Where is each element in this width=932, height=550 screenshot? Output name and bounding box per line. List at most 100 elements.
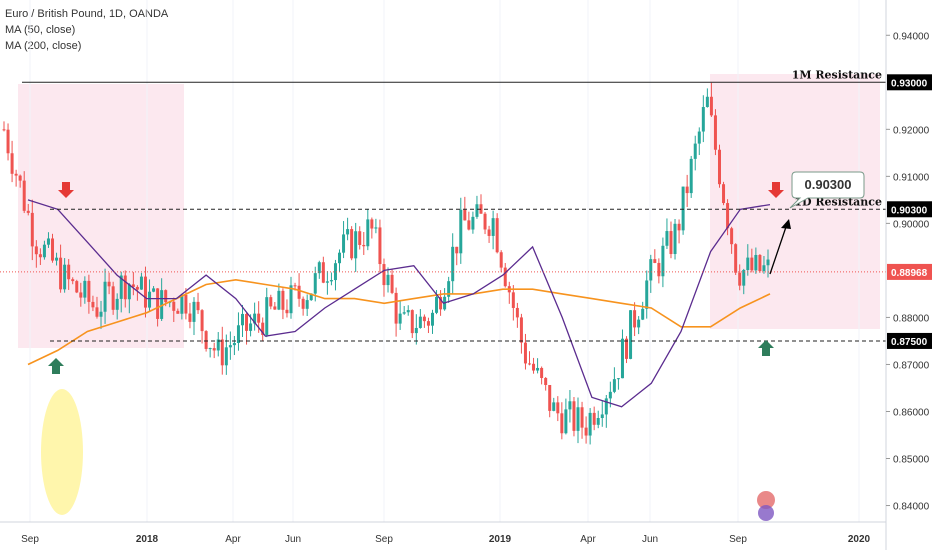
y-tick-label: 0.94000: [893, 31, 930, 42]
candle-body: [293, 285, 297, 287]
candle-body: [608, 391, 612, 399]
level-tag: [887, 201, 932, 218]
candle-body: [87, 280, 91, 302]
candle-body: [552, 402, 556, 411]
candle-body: [313, 273, 317, 294]
candle-body: [491, 218, 495, 236]
candle-body: [495, 218, 499, 253]
candle-body: [430, 312, 434, 326]
candle-body: [730, 228, 734, 245]
candle-body: [528, 363, 532, 365]
candle-body: [354, 231, 358, 259]
candle-body: [532, 363, 536, 371]
candle-body: [701, 107, 705, 132]
ma50-legend: MA (50, close): [5, 24, 76, 36]
x-tick-label: Apr: [225, 534, 241, 545]
candle-body: [487, 229, 491, 236]
candle-body: [754, 254, 758, 271]
candle-body: [564, 409, 568, 434]
candle-body: [645, 280, 649, 309]
candle-body: [192, 301, 196, 322]
candle-body: [616, 378, 620, 380]
candle-body: [576, 407, 580, 431]
highlight-ellipse: [41, 389, 83, 515]
candle-body: [394, 292, 398, 324]
candle-body: [511, 292, 515, 308]
y-tick-label: 0.92000: [893, 125, 930, 136]
candle-body: [46, 238, 50, 245]
ma200-line: [27, 278, 771, 366]
candle-body: [717, 149, 721, 185]
candle-body: [329, 280, 333, 282]
candle-body: [459, 209, 463, 254]
candle-body: [75, 281, 79, 293]
x-tick-label: Jun: [642, 534, 658, 545]
moving-averages: [27, 199, 771, 408]
candle-body: [600, 414, 604, 419]
candle-body: [750, 257, 754, 271]
last-price-tag-text: 0.88968: [891, 268, 928, 279]
y-tick-label: 0.86000: [893, 407, 930, 418]
candle-body: [200, 310, 204, 332]
candle-body: [483, 213, 487, 230]
candle-body: [722, 184, 726, 204]
candle-body: [657, 262, 661, 277]
candle-body: [758, 254, 762, 272]
candle-body: [176, 310, 180, 314]
candle-body: [503, 267, 507, 287]
candle-body: [204, 331, 208, 349]
candle-body: [273, 306, 277, 310]
candle-body: [2, 129, 6, 131]
candle-body: [107, 281, 111, 287]
candle-body: [418, 316, 422, 328]
symbol-title: Euro / British Pound, 1D, OANDA: [5, 8, 169, 20]
x-tick-label: 2019: [489, 534, 512, 545]
candle-body: [596, 418, 600, 425]
y-tick-label: 0.88000: [893, 313, 930, 324]
candle-body: [95, 307, 99, 317]
candle-body: [713, 115, 717, 150]
candle-body: [386, 274, 390, 286]
candle-body: [285, 309, 289, 314]
candle-body: [709, 96, 713, 116]
candle-body: [439, 296, 443, 310]
candle-body: [455, 246, 459, 254]
candle-body: [705, 96, 709, 108]
y-tick-label: 0.91000: [893, 172, 930, 183]
x-tick-label: 2020: [848, 534, 871, 545]
candle-body: [366, 219, 370, 247]
candle-body: [519, 317, 523, 343]
candle-body: [22, 180, 26, 211]
candle-body: [245, 313, 249, 331]
candle-body: [18, 175, 22, 181]
candle-body: [67, 264, 71, 280]
candle-body: [309, 293, 313, 301]
candle-body: [42, 244, 46, 258]
candle-body: [414, 327, 418, 334]
annotations: 0.90300: [41, 171, 865, 521]
down-arrow-right-icon: [768, 182, 784, 198]
candle-body: [426, 321, 430, 326]
candle-body: [697, 131, 701, 144]
candle-body: [588, 412, 592, 436]
candle-body: [604, 398, 608, 415]
candle-body: [560, 413, 564, 434]
candle-body: [196, 301, 200, 311]
candle-body: [6, 129, 10, 154]
candle-body: [59, 257, 63, 290]
candle-body: [689, 158, 693, 194]
candle-body: [143, 276, 147, 308]
candle-body: [184, 294, 188, 314]
candle-body: [281, 290, 285, 310]
level-label: 1D Resistance: [794, 195, 882, 208]
level-tag: [887, 332, 932, 349]
candle-body: [612, 379, 616, 392]
candle-body: [240, 313, 244, 326]
projection-arrowhead: [781, 219, 791, 229]
candle-body: [402, 312, 406, 314]
x-tick-label: Sep: [375, 534, 393, 545]
candle-body: [540, 367, 544, 378]
candle-body: [220, 339, 224, 366]
time-axis: Sep 2018 Apr Jun Sep 2019 Apr Jun Sep 2020: [0, 521, 886, 545]
